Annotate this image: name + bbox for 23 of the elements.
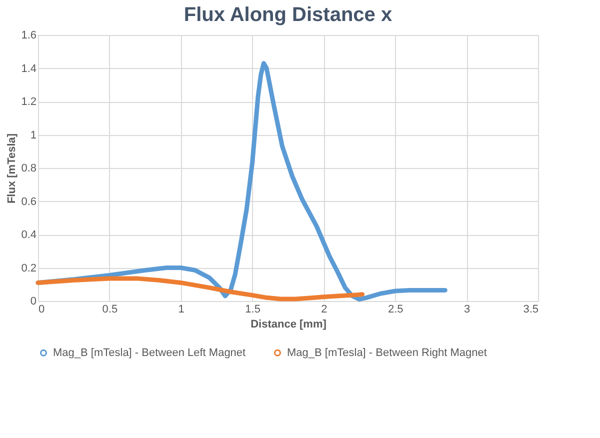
x-tick-label: 3.5 [523, 304, 538, 316]
x-tick-label: 3 [464, 304, 470, 316]
y-tick-label: 1.2 [21, 96, 36, 108]
legend-label: Mag_B [mTesla] - Between Left Magnet [53, 346, 246, 359]
chart-title: Flux Along Distance x [184, 4, 392, 26]
x-axis-title: Distance [mm] [250, 318, 327, 330]
y-tick-label: 0.2 [21, 262, 36, 274]
y-tick-label: 0 [30, 296, 36, 308]
x-tick-label: 2 [321, 304, 328, 316]
y-tick-label: 0.8 [21, 162, 36, 174]
legend-label: Mag_B [mTesla] - Between Right Magnet [287, 346, 487, 359]
y-tick-label: 1.4 [21, 62, 36, 75]
y-tick-label: 0.6 [21, 196, 36, 208]
x-tick-label: 2.5 [388, 304, 404, 316]
x-tick-label: 1.5 [245, 304, 260, 316]
y-tick-label: 1.6 [21, 30, 36, 42]
y-axis-title: Flux [mTesla] [6, 133, 18, 204]
x-tick-label: 0.5 [102, 304, 118, 316]
y-tick-label: 1 [30, 129, 36, 142]
y-tick-label: 0.4 [21, 229, 36, 241]
x-tick-label: 0 [38, 304, 45, 316]
line-series [36, 276, 365, 302]
x-tick-label: 1 [178, 304, 184, 316]
